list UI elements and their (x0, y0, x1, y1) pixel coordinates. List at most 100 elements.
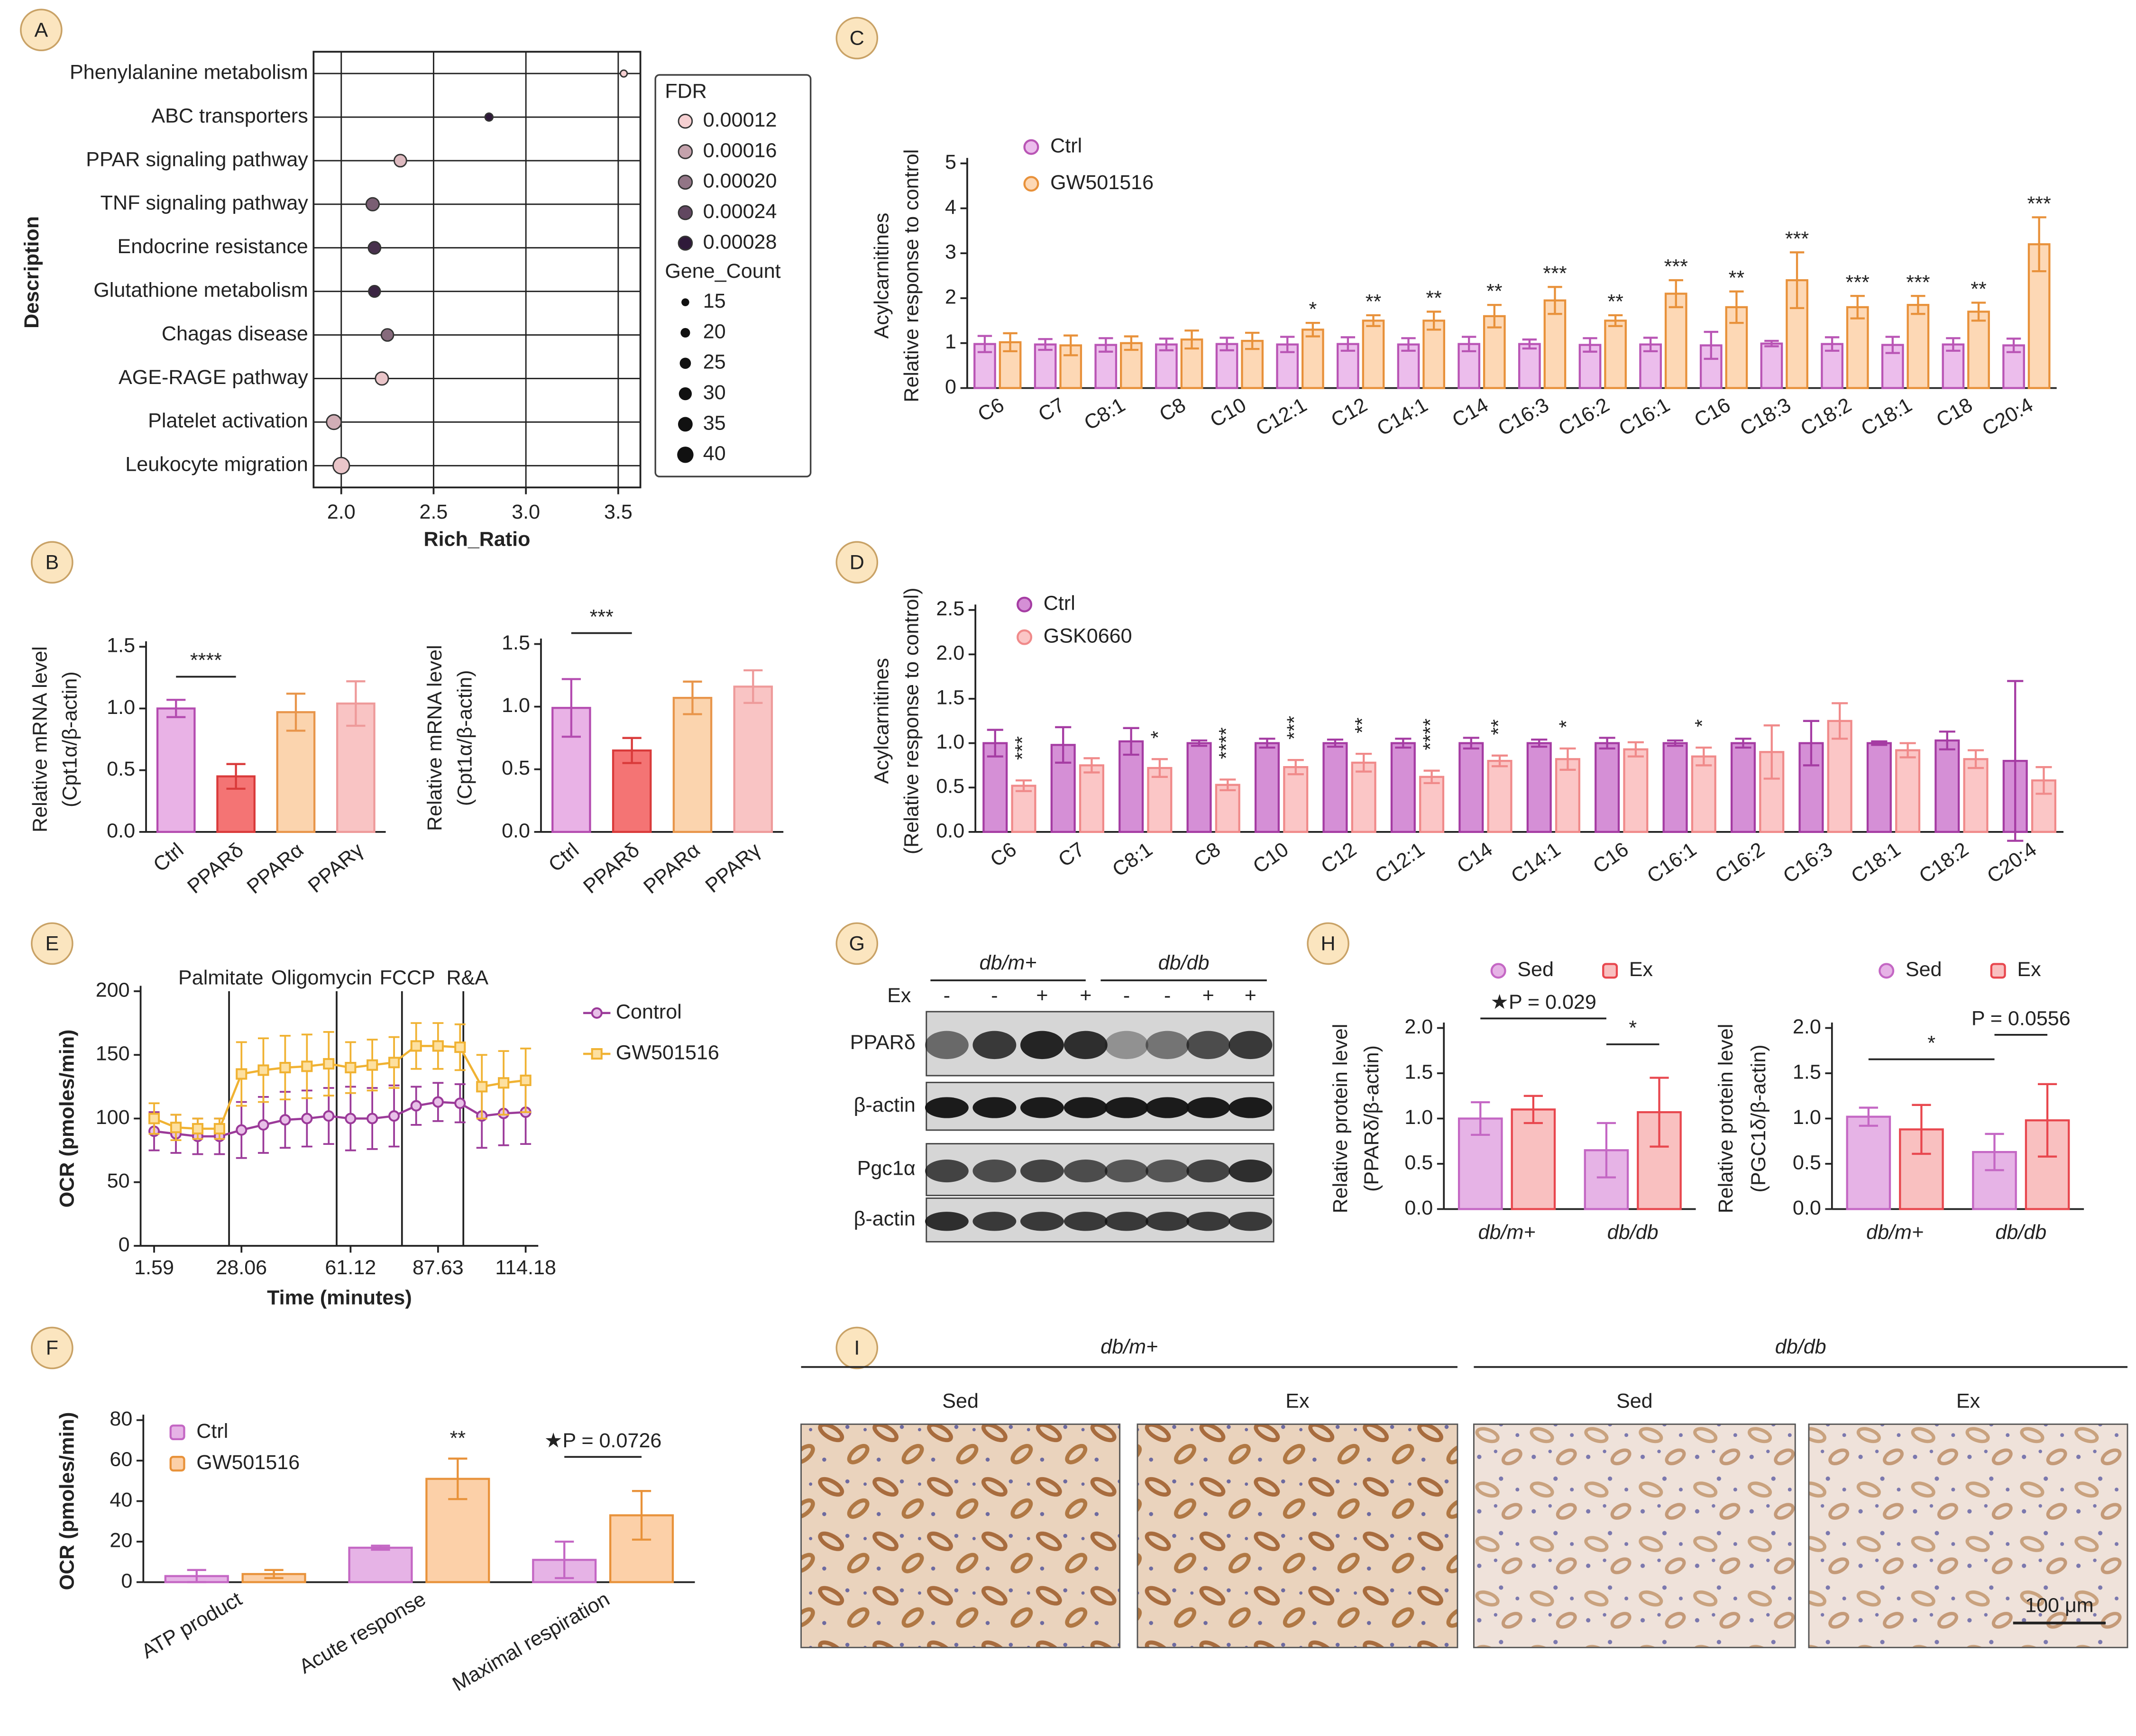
point (454, 1042, 466, 1053)
histology-condition: Ex (1956, 1390, 1980, 1413)
legend-marker (1990, 963, 2006, 979)
x-tick-label: C6 (974, 393, 1008, 426)
point (236, 1068, 248, 1080)
y-tick-label: 1.5 (1793, 1060, 1821, 1083)
legend-label: 0.00020 (703, 170, 777, 192)
blot-treatment: + (1202, 984, 1214, 1007)
annotation: * (1927, 1032, 1935, 1054)
bar (1846, 306, 1869, 389)
y-axis-label: OCR (pmoles/min) (56, 1030, 79, 1208)
bar (1866, 742, 1892, 833)
error-bar (1803, 720, 1819, 767)
bar (1526, 742, 1552, 833)
y-axis-label: Description (20, 216, 43, 329)
bar (1034, 343, 1057, 389)
histology-group: db/m+ (1100, 1335, 1158, 1358)
x-tick-label: C16:1 (1643, 838, 1701, 888)
significance: ** (1729, 266, 1745, 289)
x-tick-label: C10 (1249, 838, 1293, 878)
error-bar (1899, 742, 1916, 758)
error-bar (1366, 314, 1381, 327)
error-bar (1832, 702, 1848, 740)
legend-color (678, 174, 693, 190)
y-tick-label: 1.0 (1404, 1106, 1433, 1129)
x-axis-label: Rich_Ratio (423, 528, 530, 551)
histology-image (1137, 1423, 1458, 1648)
significance: ** (1971, 278, 1987, 301)
error-bar (683, 680, 702, 715)
legend-label: Ctrl (1044, 592, 1075, 615)
blot-band (1105, 1031, 1148, 1060)
legend-label: GSK0660 (1044, 625, 1132, 648)
bar (1934, 739, 1960, 833)
legend-marker (1602, 963, 1618, 979)
annotation: *** (590, 605, 614, 628)
point (345, 1061, 357, 1074)
y-tick-label: Platelet activation (148, 410, 308, 432)
significance: *** (1011, 736, 1034, 760)
x-tick-label: 3.5 (604, 501, 633, 523)
error-bar (1191, 739, 1208, 747)
blot-band (1186, 1212, 1230, 1231)
bar (1419, 776, 1445, 833)
x-tick-label: PPARγ (304, 839, 368, 897)
error-bar (2032, 216, 2046, 273)
error-bar (1340, 336, 1356, 352)
y-tick-label: PPAR signaling pathway (86, 148, 308, 171)
blot-treatment: - (1164, 984, 1171, 1007)
x-tick-label: ATP product (138, 1588, 246, 1663)
y-axis-label: (Cpt1α/β-actin) (58, 671, 81, 807)
point (170, 1122, 182, 1133)
point (410, 1040, 422, 1052)
y-axis-label: Acylcarnitines (870, 658, 893, 784)
x-tick-label: C16:2 (1711, 838, 1769, 888)
blot-band (1105, 1097, 1148, 1118)
panel-letter: E (46, 932, 59, 955)
panel-badge (1307, 922, 1349, 965)
y-tick-label: 0 (121, 1570, 132, 1592)
blot-band (972, 1212, 1017, 1231)
series-line (154, 1101, 526, 1138)
legend-size (678, 417, 693, 432)
blot-group: db/db (1158, 951, 1210, 974)
legend-label: 25 (703, 351, 726, 374)
blot-treatment: + (1036, 984, 1048, 1007)
x-tick-label: 87.63 (413, 1256, 464, 1279)
significance: ** (1607, 291, 1623, 313)
panel-badge (31, 541, 73, 584)
x-tick-label: 2.5 (420, 501, 448, 523)
error-bar (1824, 336, 1840, 352)
y-axis-label: Relative protein level (1329, 1024, 1352, 1214)
error-bar (264, 1569, 284, 1580)
y-tick-label: 0.5 (1793, 1151, 1821, 1174)
blot-band (1186, 1160, 1230, 1183)
point (498, 1077, 510, 1089)
bar (733, 685, 773, 833)
error-bar (1327, 738, 1343, 748)
bar (1895, 749, 1921, 833)
error-bar (371, 1544, 390, 1551)
legend-label: Control (616, 1000, 682, 1023)
y-tick-label: 150 (96, 1042, 130, 1065)
x-tick-label: Ctrl (149, 839, 188, 877)
y-tick-label: 0.0 (1793, 1197, 1821, 1219)
point (380, 328, 394, 342)
error-bar (1522, 338, 1537, 350)
blot-band (1146, 1212, 1190, 1231)
injection-label: Palmitate (178, 966, 264, 989)
x-tick-label: C6 (986, 838, 1021, 872)
y-tick-label: 2.0 (1793, 1015, 1821, 1038)
legend-marker (1023, 176, 1039, 192)
y-tick-label: 1.0 (936, 731, 964, 753)
bar (1691, 755, 1716, 833)
bar (1079, 764, 1104, 833)
bar (1511, 1108, 1556, 1210)
annotation: P = 0.0556 (1971, 1007, 2071, 1030)
y-tick-label: 40 (110, 1489, 132, 1511)
blot-band (1186, 1097, 1230, 1118)
y-tick-label: 0 (119, 1233, 130, 1256)
error-bar (2037, 1083, 2057, 1158)
blot-group: db/m+ (980, 951, 1037, 974)
legend-color (678, 236, 693, 251)
